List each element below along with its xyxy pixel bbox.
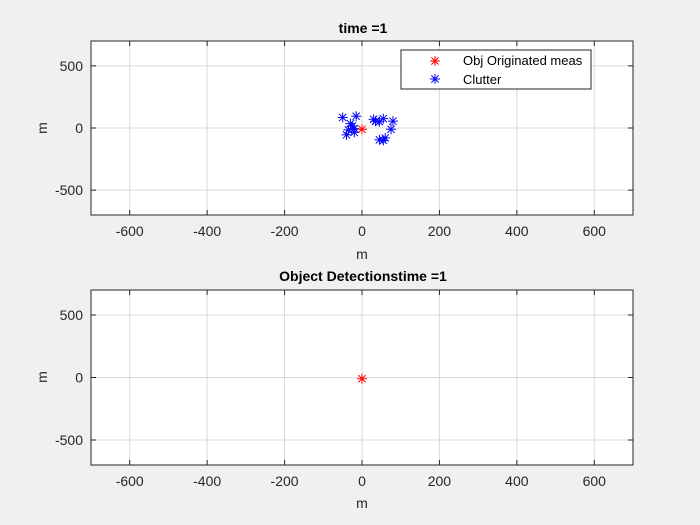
top-axes: time =1 -600 -400 -200 0 200 400 600 -500 0 500 m… [34,20,634,262]
x-tick-label: 0 [358,223,366,239]
x-tick-label: 600 [583,473,607,489]
legend-marker-obj-originated [430,56,440,66]
top-data-marks [337,111,398,146]
data-point [380,132,391,143]
data-point [357,373,367,384]
bottom-axes: Object Detectionstime =1 -600 -400 -200 0 20… [34,268,634,511]
data-point [337,112,348,123]
data-point [386,124,397,135]
top-axes-title: time =1 [339,20,388,36]
data-point [387,116,398,127]
bottom-y-axis-label: m [34,371,50,383]
legend-marker-clutter [430,74,440,84]
x-tick-label: -200 [271,473,299,489]
legend-label-obj-originated: Obj Originated meas [463,53,583,68]
bottom-axes-title: Object Detectionstime =1 [279,268,447,284]
y-tick-label: -500 [55,432,83,448]
y-tick-label: 500 [60,307,84,323]
x-tick-label: -400 [193,473,221,489]
y-tick-label: -500 [55,182,83,198]
legend-asterisk-icon [430,56,440,66]
data-point [349,127,360,138]
x-tick-label: 600 [583,223,607,239]
x-tick-label: 400 [505,473,529,489]
x-tick-label: 200 [428,473,452,489]
legend-label-clutter: Clutter [463,72,502,87]
data-point [351,111,362,122]
x-tick-label: 0 [358,473,366,489]
x-tick-label: -200 [271,223,299,239]
top-y-axis-label: m [34,122,50,134]
top-axes-frame [90,40,634,216]
bottom-grid [91,290,633,465]
legend-box [400,49,592,90]
data-point [341,129,352,140]
top-ticks: -600 -400 -200 0 200 400 600 -500 0 500 [55,41,633,239]
bottom-data-marks [357,373,367,384]
data-point [374,116,385,127]
y-tick-label: 0 [75,120,83,136]
top-legend: Obj Originated meas Clutter [400,49,592,90]
bottom-axes-frame [90,289,634,466]
x-tick-label: 400 [505,223,529,239]
top-x-axis-label: m [356,246,368,262]
bottom-x-axis-label: m [356,495,368,511]
x-tick-label: 200 [428,223,452,239]
y-tick-label: 0 [75,370,83,386]
y-tick-label: 500 [60,58,84,74]
x-tick-label: -400 [193,223,221,239]
legend-asterisk-icon [430,74,440,84]
data-point [357,124,367,135]
x-tick-label: -600 [116,223,144,239]
x-tick-label: -600 [116,473,144,489]
bottom-ticks: -600 -400 -200 0 200 400 600 -500 0 500 [55,290,633,489]
